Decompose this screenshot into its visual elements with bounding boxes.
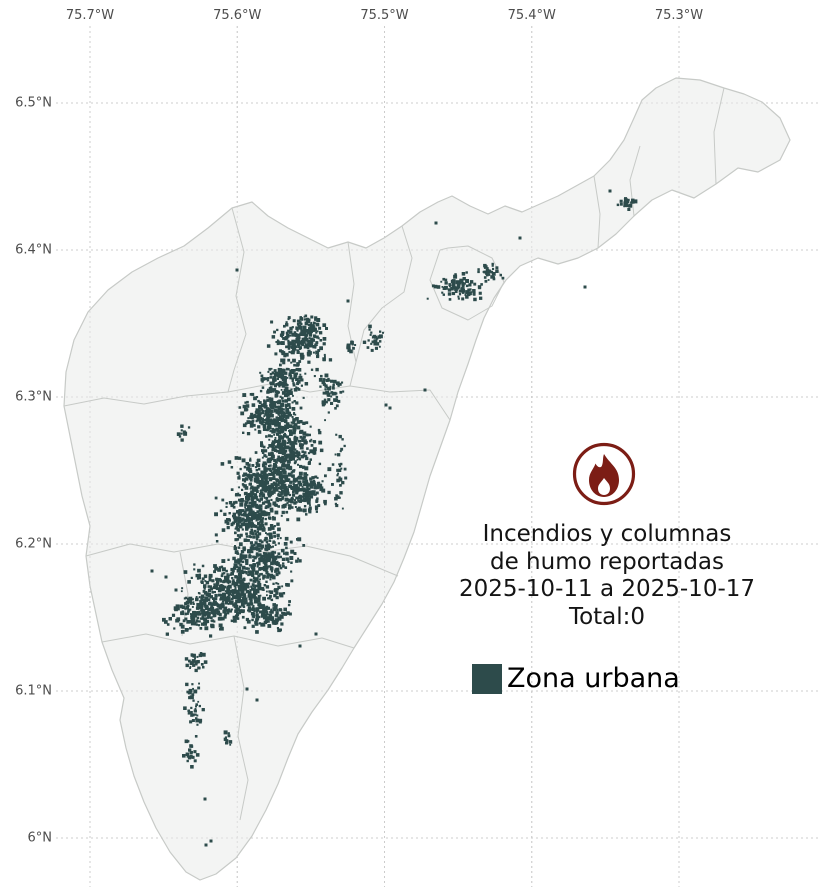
municipality-border <box>629 145 641 217</box>
municipality-border <box>355 225 413 363</box>
fire-icon-circle <box>572 442 636 506</box>
municipality-border <box>429 245 505 321</box>
legend-label: Zona urbana <box>507 663 680 694</box>
legend-swatch <box>472 664 502 694</box>
title-line-2: de humo reportadas <box>489 548 725 575</box>
municipality-border <box>227 207 247 393</box>
fire-icon <box>570 440 638 508</box>
title-line-3: 2025-10-11 a 2025-10-17 <box>458 576 756 602</box>
map-title: Incendios y columnas de humo reportadas … <box>397 521 817 631</box>
municipality-border <box>593 175 601 249</box>
title-line-4: Total:0 <box>568 603 646 630</box>
municipality-border <box>347 241 357 387</box>
fire-icon-flame <box>589 454 619 497</box>
urban-zone-dots <box>150 189 638 847</box>
legend: Zona urbana <box>472 662 680 696</box>
municipality-border <box>63 391 229 407</box>
region-outline <box>63 77 791 881</box>
municipality-border <box>233 635 249 821</box>
title-line-1: Incendios y columnas <box>482 521 732 547</box>
municipality-polygons <box>63 77 791 881</box>
municipality-border <box>713 87 725 185</box>
fire-icon-flame-inner <box>598 478 610 495</box>
